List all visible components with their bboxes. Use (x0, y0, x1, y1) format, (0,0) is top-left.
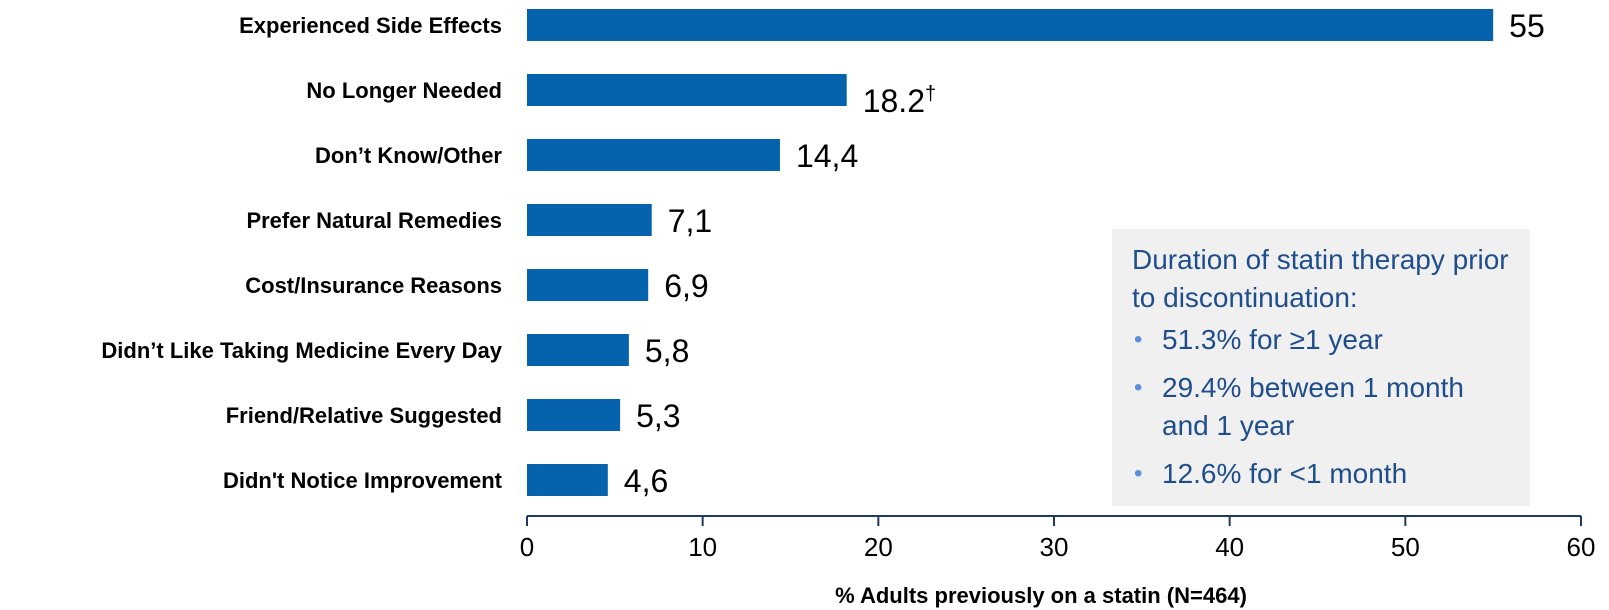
x-axis: 0 10 20 30 40 50 60 (520, 515, 1596, 562)
category-label: No Longer Needed (306, 78, 502, 103)
value-label: 14,4 (796, 138, 858, 174)
category-label: Didn't Notice Improvement (223, 468, 503, 493)
note-list: • 51.3% for ≥1 year • 29.4% between 1 mont… (1132, 321, 1510, 493)
bar (527, 399, 621, 431)
category-label: Don’t Know/Other (315, 143, 502, 168)
x-tick-label: 40 (1215, 532, 1244, 562)
bar (527, 464, 608, 496)
value-label: 4,6 (624, 463, 668, 499)
bar (527, 74, 847, 106)
bullet-icon: • (1134, 326, 1143, 353)
note-item-2: • 29.4% between 1 month and 1 year (1132, 369, 1510, 445)
category-label: Experienced Side Effects (239, 13, 502, 38)
x-tick-label: 10 (688, 532, 717, 562)
bar (527, 9, 1494, 41)
bar (527, 269, 649, 301)
category-label: Cost/Insurance Reasons (245, 273, 502, 298)
value-label: 18.2† (863, 83, 936, 119)
bullet-icon: • (1134, 374, 1143, 401)
value-labels: 55 18.2†14,4 7,1 6,9 5,8 5,3 4,6 (624, 8, 1545, 499)
category-labels: Experienced Side Effects No Longer Needed… (101, 13, 502, 493)
bars-group (527, 9, 1494, 496)
category-label: Friend/Relative Suggested (226, 403, 502, 428)
x-tick-label: 20 (864, 532, 893, 562)
value-label: 5,3 (636, 398, 680, 434)
note-item-text: 29.4% between 1 month and 1 year (1162, 372, 1464, 441)
category-label: Didn’t Like Taking Medicine Every Day (101, 338, 502, 363)
value-label: 55 (1509, 8, 1545, 44)
footnote-mark: † (925, 83, 936, 105)
x-tick-label: 50 (1391, 532, 1420, 562)
value-label: 5,8 (645, 333, 689, 369)
bar (527, 204, 652, 236)
note-item-text: 12.6% for <1 month (1162, 458, 1408, 489)
note-item-text: 51.3% for ≥1 year (1162, 324, 1383, 355)
x-axis-title: % Adults previously on a statin (N=464) (835, 583, 1247, 608)
value-label: 7,1 (668, 203, 712, 239)
x-tick-label: 30 (1040, 532, 1069, 562)
value-label: 6,9 (664, 268, 708, 304)
x-tick-label: 60 (1567, 532, 1596, 562)
x-tick-label: 0 (520, 532, 534, 562)
note-item-3: • 12.6% for <1 month (1132, 455, 1510, 493)
category-label: Prefer Natural Remedies (246, 208, 502, 233)
bar (527, 139, 780, 171)
note-item-1: • 51.3% for ≥1 year (1132, 321, 1510, 359)
bullet-icon: • (1134, 460, 1143, 487)
bar (527, 334, 629, 366)
therapy-duration-note: Duration of statin therapy prior to disc… (1112, 229, 1530, 506)
note-title: Duration of statin therapy prior to disc… (1132, 244, 1509, 313)
